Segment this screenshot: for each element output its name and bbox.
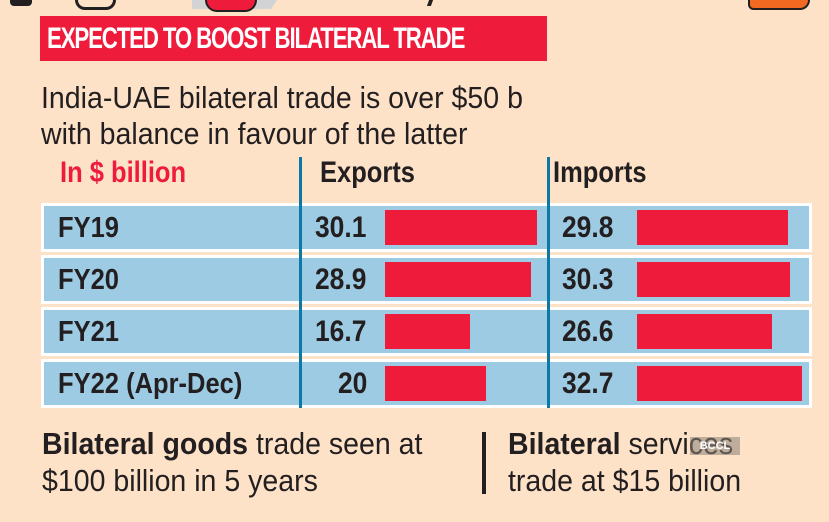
footer-goods-bold: Bilateral goods (42, 426, 249, 461)
decorative-illustration-fragment (10, 0, 32, 6)
imports-value: 29.8 (562, 211, 614, 244)
footer-goods-line1: trade seen at (248, 426, 423, 461)
footer-services-line2: trade at $15 billion (508, 463, 742, 498)
column-divider-imports (547, 157, 550, 408)
headline-text: EXPECTED TO BOOST BILATERAL TRADE (47, 22, 465, 55)
row-label: FY19 (58, 212, 120, 244)
table-row-fy19: FY19 30.1 29.8 (41, 203, 812, 252)
table-row-fy22: FY22 (Apr-Dec) 20 32.7 (41, 359, 812, 408)
column-header-imports-text: Imports (553, 156, 647, 189)
footer-divider (482, 432, 486, 494)
exports-bar (385, 262, 531, 297)
column-divider-exports (299, 157, 302, 408)
footer-services-bold: Bilateral (508, 426, 621, 461)
exports-bar (385, 314, 470, 349)
imports-bar (637, 366, 802, 401)
imports-bar (637, 262, 790, 297)
headline-banner: EXPECTED TO BOOST BILATERAL TRADE (40, 16, 547, 61)
footer-goods-line2: $100 billion in 5 years (42, 463, 318, 498)
decorative-illustration-fragment (75, 0, 116, 10)
imports-value: 30.3 (562, 263, 614, 296)
subtitle-line-1: India-UAE bilateral trade is over $50 b (41, 80, 523, 115)
row-label: FY22 (Apr-Dec) (58, 368, 243, 400)
column-header-imports: Imports (553, 155, 663, 191)
row-label: FY21 (58, 316, 120, 348)
subtitle-line-2: with balance in favour of the latter (41, 116, 468, 151)
column-header-exports-text: Exports (320, 156, 415, 189)
unit-label-text: In $ billion (60, 156, 187, 189)
decorative-illustration-fragment (205, 0, 257, 12)
imports-bar (637, 210, 788, 245)
row-label: FY20 (58, 264, 120, 296)
watermark: BCCL (690, 437, 740, 455)
footer-goods-note: Bilateral goods trade seen at $100 billi… (42, 425, 456, 499)
unit-label: In $ billion (60, 155, 208, 191)
table-row-fy20: FY20 28.9 30.3 (41, 255, 812, 304)
imports-value: 26.6 (562, 315, 614, 348)
imports-value: 32.7 (562, 367, 614, 400)
exports-value: 20 (338, 367, 368, 400)
exports-value: 28.9 (315, 263, 367, 296)
exports-bar (385, 366, 486, 401)
decorative-illustration-fragment (748, 0, 810, 10)
exports-value: 16.7 (315, 315, 367, 348)
table-row-fy21: FY21 16.7 26.6 (41, 307, 812, 356)
subtitle: India-UAE bilateral trade is over $50 b … (41, 80, 565, 152)
exports-value: 30.1 (315, 211, 367, 244)
imports-bar (637, 314, 772, 349)
column-header-exports: Exports (320, 155, 432, 191)
exports-bar (385, 210, 537, 245)
decorative-illustration-fragment (426, 0, 434, 6)
footer-services-note: Bilateral services trade at $15 billion (508, 425, 761, 499)
